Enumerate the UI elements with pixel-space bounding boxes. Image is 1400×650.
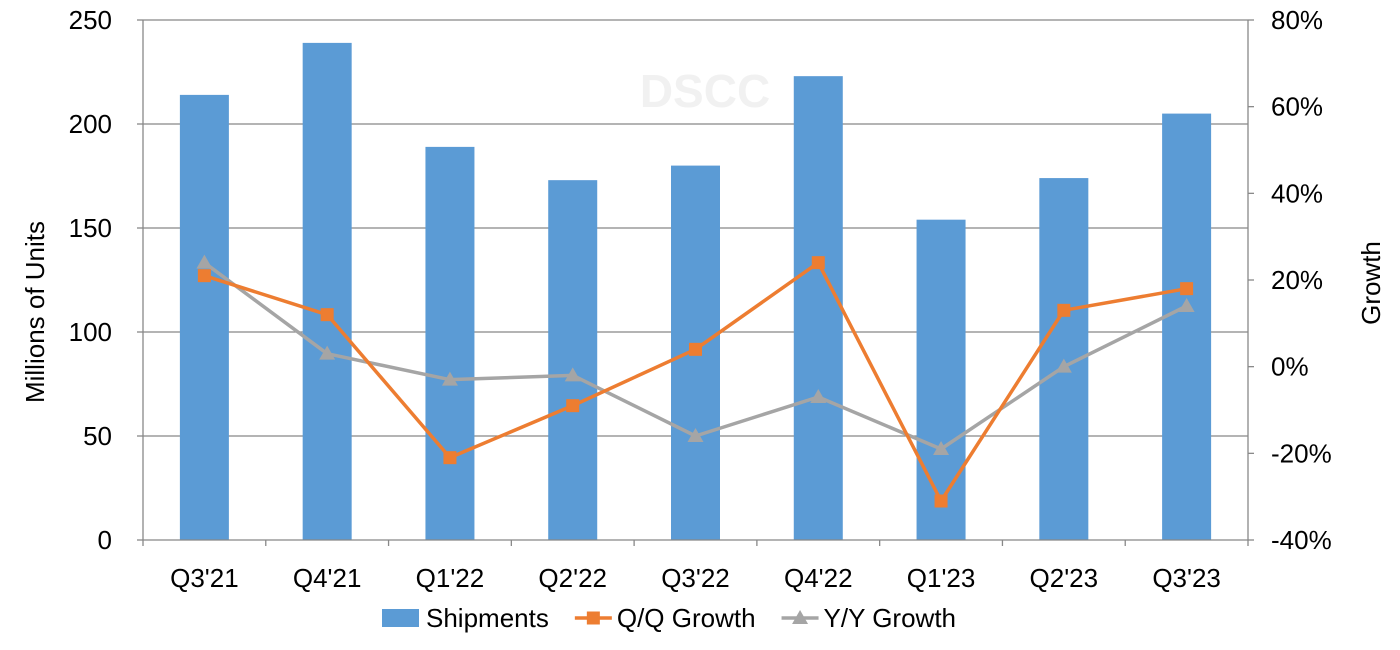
bar-shipments xyxy=(302,42,352,540)
point-y-y-growth xyxy=(810,389,827,403)
legend-label: Y/Y Growth xyxy=(824,603,956,633)
x-tick-label: Q4'21 xyxy=(293,563,362,593)
y-tick-label: 50 xyxy=(83,421,112,451)
point-y-y-growth xyxy=(1055,358,1072,373)
bar-shipments xyxy=(179,94,229,540)
y2-axis-title: Growth xyxy=(1356,241,1386,325)
point-q-q-growth xyxy=(689,342,702,356)
x-tick-label: Q3'21 xyxy=(170,563,239,593)
watermark-text: DSCC xyxy=(640,65,770,117)
tick-labels: 0 50 100 150 200 250 -40% -20% 0% 20% 40% 60% 80% Q3'… xyxy=(69,5,1332,593)
point-y-y-growth xyxy=(441,371,458,386)
point-y-y-growth xyxy=(687,428,704,442)
y2-tick-label: -20% xyxy=(1271,438,1332,468)
y-tick-label: 100 xyxy=(69,317,112,347)
y-tick-label: 200 xyxy=(69,109,112,139)
legend-item-y-y-growth: Y/Y Growth xyxy=(781,603,956,633)
point-y-y-growth xyxy=(933,441,950,455)
legend-label: Q/Q Growth xyxy=(617,603,756,633)
x-tick-label: Q4'22 xyxy=(784,563,853,593)
point-y-y-growth xyxy=(1178,298,1195,312)
bar-shipments xyxy=(1162,113,1212,540)
y-axis-title: Millions of Units xyxy=(20,221,50,403)
point-q-q-growth xyxy=(934,494,948,508)
point-y-y-growth xyxy=(319,345,336,360)
y-tick-label: 0 xyxy=(98,525,112,555)
point-q-q-growth xyxy=(320,308,334,322)
bar-shipments xyxy=(793,76,843,540)
axes xyxy=(137,19,1254,546)
point-q-q-growth xyxy=(1180,282,1194,296)
x-tick-label: Q3'22 xyxy=(661,563,730,593)
point-y-y-growth xyxy=(564,367,581,382)
point-q-q-growth xyxy=(811,256,825,270)
x-tick-label: Q2'23 xyxy=(1030,563,1099,593)
legend: Shipments Q/Q Growth Y/Y Growth xyxy=(382,603,956,633)
y2-tick-label: 20% xyxy=(1271,265,1323,295)
point-q-q-growth xyxy=(566,399,580,413)
bar-shipments xyxy=(916,219,966,540)
legend-marker xyxy=(792,610,809,624)
y2-tick-label: 60% xyxy=(1271,92,1323,122)
y2-tick-label: 80% xyxy=(1271,5,1323,35)
y-tick-label: 250 xyxy=(69,5,112,35)
y2-tick-label: 0% xyxy=(1271,352,1309,382)
legend-item-q-q-growth: Q/Q Growth xyxy=(574,603,756,633)
legend-swatch xyxy=(382,609,419,627)
shipments-bars xyxy=(179,42,1212,540)
x-tick-label: Q1'23 xyxy=(907,563,976,593)
y-tick-label: 150 xyxy=(69,213,112,243)
x-tick-label: Q1'22 xyxy=(416,563,485,593)
y2-tick-label: 40% xyxy=(1271,178,1323,208)
growth-lines xyxy=(196,254,1195,508)
x-tick-label: Q3'23 xyxy=(1152,563,1221,593)
point-y-y-growth xyxy=(196,254,213,269)
legend-marker xyxy=(586,611,600,625)
bar-shipments xyxy=(425,146,475,540)
point-q-q-growth xyxy=(443,451,457,465)
x-tick-label: Q2'22 xyxy=(538,563,607,593)
legend-label: Shipments xyxy=(426,603,549,633)
y2-tick-label: -40% xyxy=(1271,525,1332,555)
legend-item-shipments: Shipments xyxy=(382,603,549,633)
bar-shipments xyxy=(548,180,598,540)
point-q-q-growth xyxy=(1057,303,1071,317)
point-q-q-growth xyxy=(197,269,211,283)
